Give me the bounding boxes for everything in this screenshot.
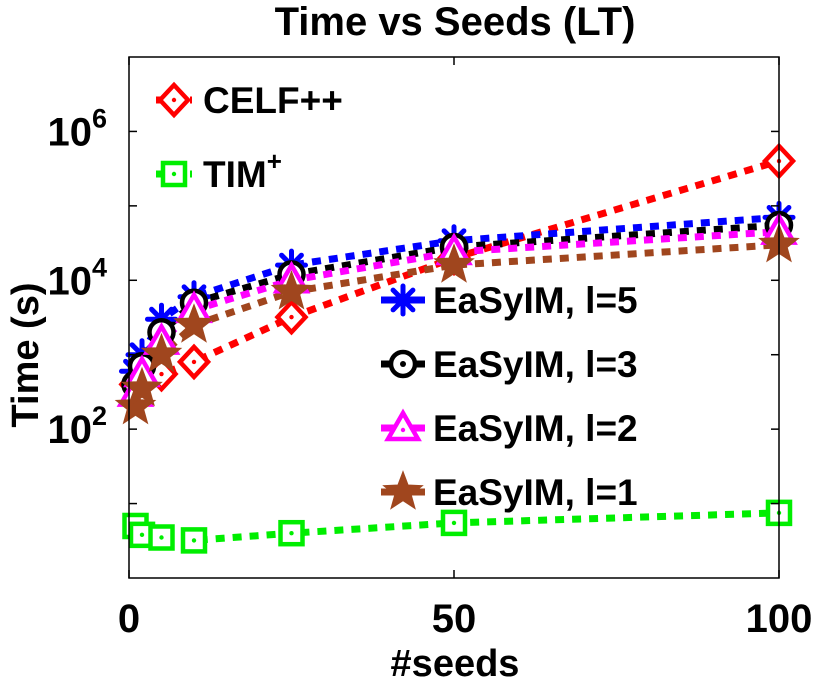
- legend-entry: EaSyIM, l=2: [381, 408, 638, 449]
- legend-marker-diamond: [156, 81, 192, 119]
- data-point-diamond: [274, 298, 309, 336]
- legend-right: EaSyIM, l=5 EaSyIM, l=3 EaSyIM, l=2 EaSyIM,…: [381, 280, 638, 513]
- y-tick-label: 104: [47, 252, 107, 303]
- legend-label: EaSyIM, l=2: [433, 408, 638, 449]
- legend-label: EaSyIM, l=1: [433, 472, 638, 513]
- data-point-square: [148, 524, 175, 551]
- x-tick-label: 0: [118, 597, 140, 641]
- legend-entry: TIM+: [156, 146, 282, 195]
- legend-marker-circle: [388, 349, 418, 379]
- data-point-star: [173, 303, 215, 343]
- legend-marker-triangle: [384, 408, 422, 442]
- legend-label: EaSyIM, l=5: [433, 280, 638, 321]
- legend-entry: EaSyIM, l=3: [381, 344, 638, 385]
- y-axis-label: Time (s): [5, 282, 47, 427]
- legend-marker-square: [160, 160, 188, 188]
- y-tick-label: 106: [47, 103, 107, 154]
- legend-marker-star: [382, 470, 424, 510]
- data-point-star: [270, 269, 313, 310]
- data-point-star: [433, 243, 475, 283]
- data-point-square: [440, 509, 468, 537]
- data-point-star: [140, 332, 183, 373]
- y-tick-label: 102: [47, 401, 107, 452]
- legend-marker-asterisk: [386, 283, 420, 317]
- plot-area: [114, 142, 800, 554]
- legend-entry: EaSyIM, l=5: [381, 280, 638, 321]
- axes: 0 50 100 102 104 106: [47, 56, 813, 641]
- legend-entry: CELF++: [156, 80, 343, 121]
- x-tick-label: 50: [432, 597, 477, 641]
- data-point-square: [278, 519, 305, 547]
- chart-title: Time vs Seeds (LT): [275, 0, 636, 44]
- data-point-diamond: [176, 343, 212, 381]
- x-tick-label: 100: [746, 597, 813, 641]
- legend-top-left: CELF++ TIM+: [156, 80, 343, 195]
- legend-entry: EaSyIM, l=1: [381, 470, 638, 513]
- legend-label: EaSyIM, l=3: [433, 344, 638, 385]
- data-point-square: [180, 527, 208, 554]
- legend-label: TIM+: [203, 146, 282, 195]
- x-axis-label: #seeds: [391, 643, 520, 683]
- legend-label: CELF++: [203, 80, 343, 121]
